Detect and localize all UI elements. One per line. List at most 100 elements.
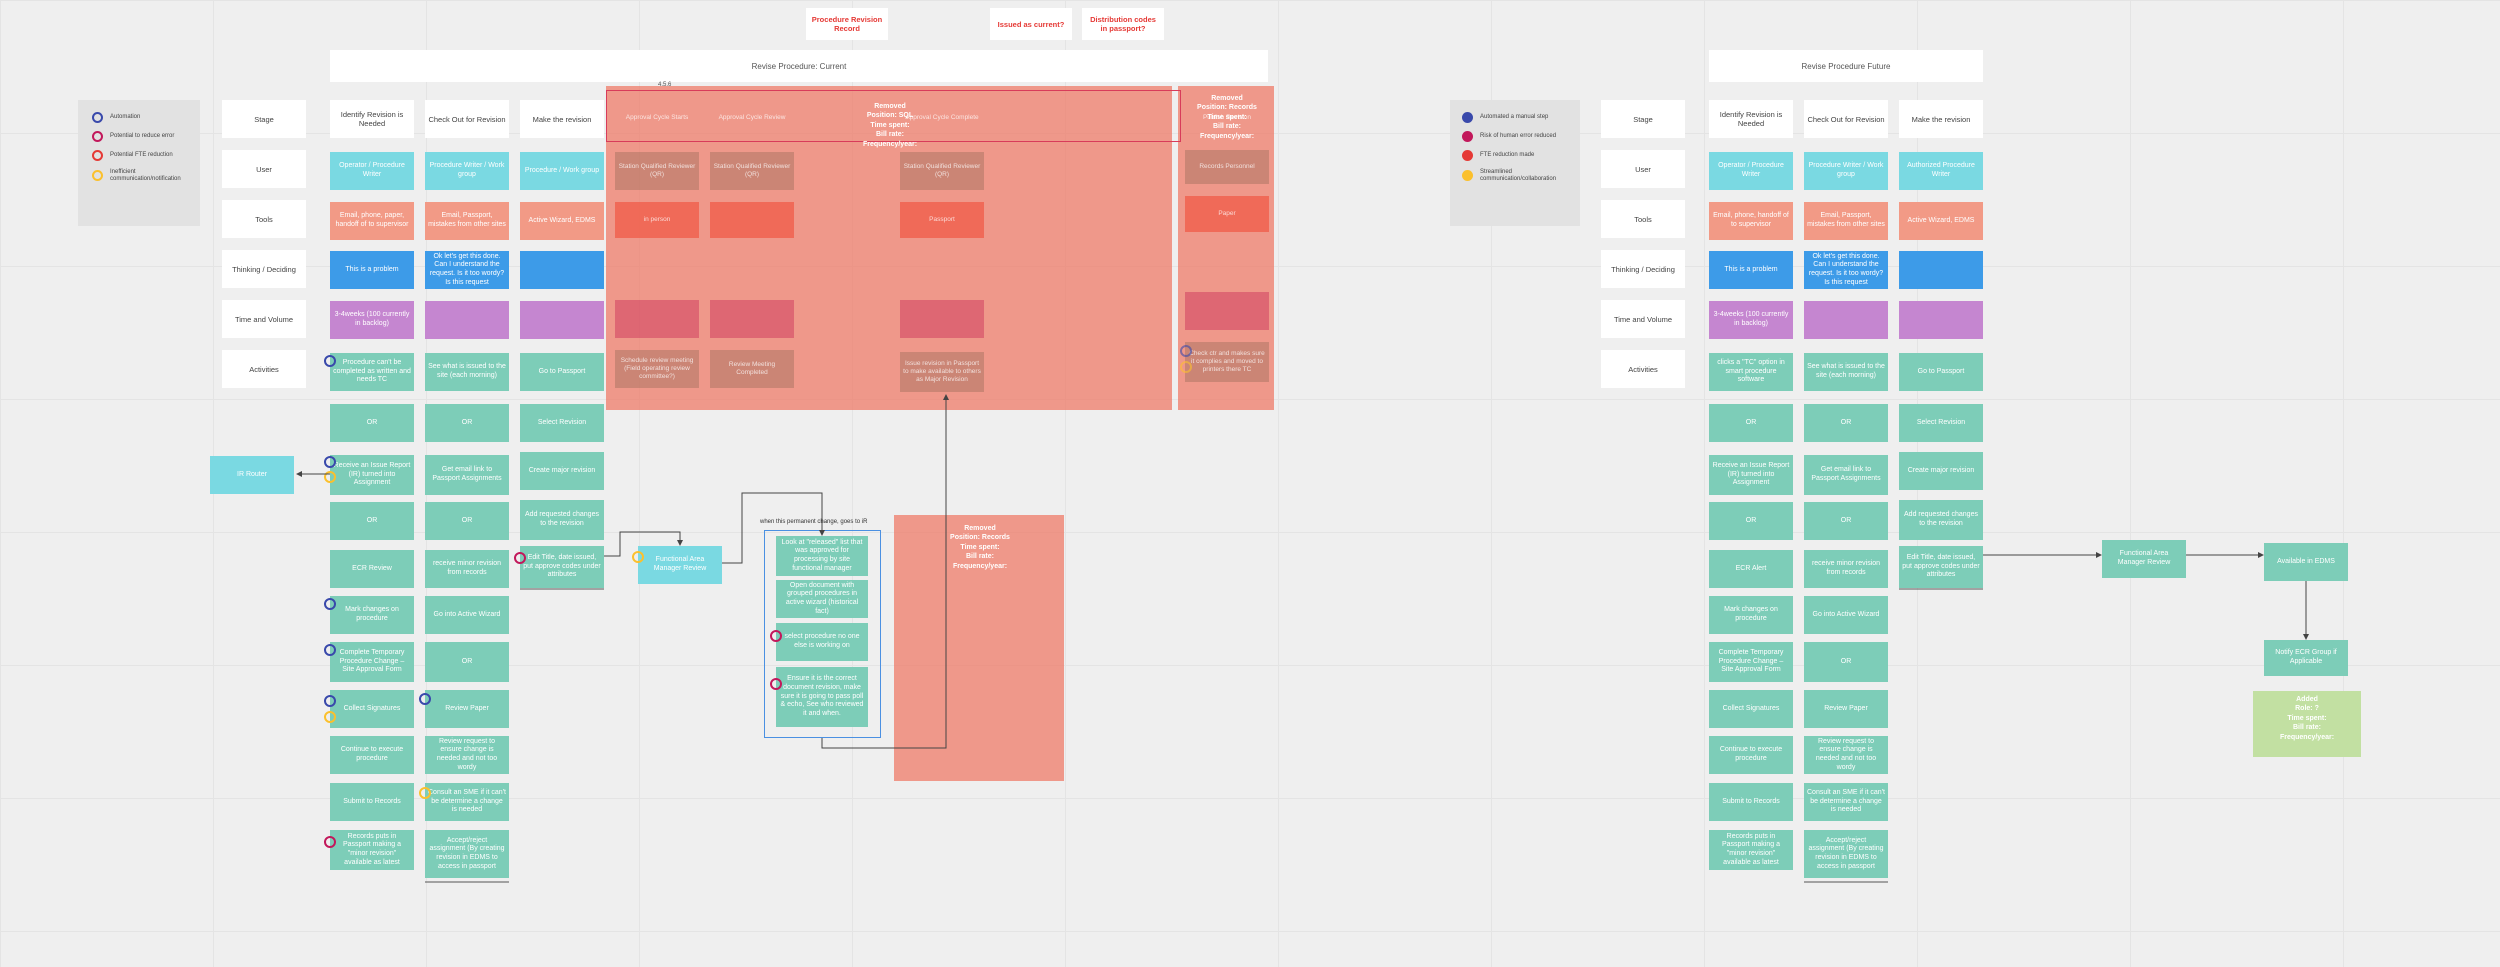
activity-card[interactable]: Consult an SME if it can't be determine … [1804, 783, 1888, 821]
removed-overlay-records[interactable] [894, 515, 1064, 781]
activity-card[interactable]: Add requested changes to the revision [520, 500, 604, 540]
activity-card[interactable]: Accept/reject assignment (By creating re… [425, 830, 509, 878]
row-header-activities: Activities [1601, 350, 1685, 388]
activity-card[interactable]: Get email link to Passport Assignments [425, 455, 509, 495]
notify-ecr-group[interactable]: Notify ECR Group if Applicable [2264, 640, 2348, 676]
activity-card[interactable]: receive minor revision from records [425, 550, 509, 588]
time-weeks[interactable]: 3-4weeks (100 currently in backlog) [330, 301, 414, 339]
removed-overlay-publish[interactable] [1178, 86, 1274, 410]
activity-card[interactable]: Receive an Issue Report (IR) turned into… [1709, 455, 1793, 495]
activity-card[interactable]: Open document with grouped procedures in… [776, 580, 868, 618]
user-operator[interactable]: Operator / Procedure Writer [330, 152, 414, 190]
activity-card[interactable]: Review request to ensure change is neede… [425, 736, 509, 774]
activity-card[interactable]: Go into Active Wizard [1804, 596, 1888, 634]
activity-card[interactable]: Get email link to Passport Assignments [1804, 455, 1888, 495]
thinking-problem[interactable]: This is a problem [1709, 251, 1793, 289]
activity-card[interactable]: Continue to execute procedure [1709, 736, 1793, 774]
activity-card[interactable]: receive minor revision from records [1804, 550, 1888, 588]
activity-card[interactable]: OR [425, 502, 509, 540]
activity-card[interactable]: ECR Alert [1709, 550, 1793, 588]
activity-card[interactable]: Accept/reject assignment (By creating re… [1804, 830, 1888, 878]
activity-card[interactable]: Submit to Records [330, 783, 414, 821]
ir-router[interactable]: IR Router [210, 456, 294, 494]
time-empty-1[interactable] [1804, 301, 1888, 339]
activity-card[interactable]: Edit Title, date issued, put approve cod… [1899, 546, 1983, 588]
activity-card[interactable]: OR [1709, 404, 1793, 442]
activity-card[interactable]: Continue to execute procedure [330, 736, 414, 774]
activity-card[interactable]: OR [1709, 502, 1793, 540]
activity-card[interactable]: Complete Temporary Procedure Change – Si… [330, 642, 414, 682]
activity-card[interactable]: Look at "released" list that was approve… [776, 536, 868, 576]
user-authorized[interactable]: Authorized Procedure Writer [1899, 152, 1983, 190]
note-distribution-codes[interactable]: Distribution codes in passport? [1082, 8, 1164, 40]
automation-ring-icon [324, 644, 336, 656]
note-procedure-revision-record[interactable]: Procedure Revision Record [806, 8, 888, 40]
time-empty-2[interactable] [520, 301, 604, 339]
time-empty-2[interactable] [1899, 301, 1983, 339]
yellow-ring-icon [92, 170, 103, 182]
time-empty-1[interactable] [425, 301, 509, 339]
time-weeks[interactable]: 3-4weeks (100 currently in backlog) [1709, 301, 1793, 339]
activity-card[interactable]: Records puts in Passport making a "minor… [1709, 830, 1793, 870]
note-issued-as-current[interactable]: Issued as current? [990, 8, 1072, 40]
tools-email-phone[interactable]: Email, phone, paper, handoff of to super… [330, 202, 414, 240]
activity-card[interactable]: OR [425, 642, 509, 682]
activity-card[interactable]: Submit to Records [1709, 783, 1793, 821]
activity-card[interactable]: Select Revision [1899, 404, 1983, 442]
user-operator[interactable]: Operator / Procedure Writer [1709, 152, 1793, 190]
user-writer[interactable]: Procedure Writer / Work group [425, 152, 509, 190]
tools-active-wizard[interactable]: Active Wizard, EDMS [520, 202, 604, 240]
legend-label: Streamlined communication/collaboration [1480, 169, 1557, 182]
activity-card[interactable]: See what is issued to the site (each mor… [1804, 353, 1888, 391]
activity-card[interactable]: Collect Signatures [330, 690, 414, 728]
activity-card[interactable]: OR [1804, 404, 1888, 442]
tools-email-phone[interactable]: Email, phone, handoff of to supervisor [1709, 202, 1793, 240]
added-role-card[interactable]: Added Role: ? Time spent: Bill rate: Fre… [2253, 691, 2361, 757]
activity-card[interactable]: Edit Title, date issued, put approve cod… [520, 546, 604, 588]
activity-card[interactable]: Receive an Issue Report (IR) turned into… [330, 455, 414, 495]
activity-card[interactable]: Complete Temporary Procedure Change – Si… [1709, 642, 1793, 682]
activity-card[interactable]: OR [330, 502, 414, 540]
added-line: Time spent: [2287, 714, 2327, 722]
functional-area-review[interactable]: Functional Area Manager Review [2102, 540, 2186, 578]
activity-card[interactable]: clicks a "TC" option in smart procedure … [1709, 353, 1793, 391]
thinking-empty[interactable] [1899, 251, 1983, 289]
activity-card[interactable]: Records puts in Passport making a "minor… [330, 830, 414, 870]
activity-card[interactable]: Go to Passport [520, 353, 604, 391]
activity-card[interactable]: Mark changes on procedure [1709, 596, 1793, 634]
removed-line: Bill rate: [875, 131, 904, 139]
thinking-get-done[interactable]: Ok let's get this done. Can I understand… [425, 251, 509, 289]
tools-email-passport[interactable]: Email, Passport, mistakes from other sit… [1804, 202, 1888, 240]
tools-active-wizard[interactable]: Active Wizard, EDMS [1899, 202, 1983, 240]
activity-card[interactable]: Add requested changes to the revision [1899, 500, 1983, 540]
activity-card[interactable]: Consult an SME if it can't be determine … [425, 783, 509, 821]
thinking-get-done[interactable]: Ok let's get this done. Can I understand… [1804, 251, 1888, 289]
activity-card[interactable]: Review request to ensure change is neede… [1804, 736, 1888, 774]
activity-card[interactable]: Create major revision [1899, 452, 1983, 490]
activity-card[interactable]: ECR Review [330, 550, 414, 588]
activity-card[interactable]: Collect Signatures [1709, 690, 1793, 728]
activity-card[interactable]: Review Paper [425, 690, 509, 728]
activity-card[interactable]: select procedure no one else is working … [776, 623, 868, 661]
user-workgroup[interactable]: Procedure / Work group [520, 152, 604, 190]
tools-email-passport[interactable]: Email, Passport, mistakes from other sit… [425, 202, 509, 240]
user-writer[interactable]: Procedure Writer / Work group [1804, 152, 1888, 190]
activity-card[interactable]: See what is issued to the site (each mor… [425, 353, 509, 391]
available-in-edms[interactable]: Available in EDMS [2264, 543, 2348, 581]
activity-card[interactable]: Ensure it is the correct document revisi… [776, 667, 868, 727]
activity-card[interactable]: Create major revision [520, 452, 604, 490]
activity-card[interactable]: Review Paper [1804, 690, 1888, 728]
activity-card[interactable]: Select Revision [520, 404, 604, 442]
removed-overlay-approval[interactable] [606, 86, 1172, 410]
activity-card[interactable]: OR [330, 404, 414, 442]
functional-area-review[interactable]: Functional Area Manager Review [638, 546, 722, 584]
thinking-empty[interactable] [520, 251, 604, 289]
activity-card[interactable]: Procedure can't be completed as written … [330, 353, 414, 391]
thinking-problem[interactable]: This is a problem [330, 251, 414, 289]
activity-card[interactable]: Mark changes on procedure [330, 596, 414, 634]
activity-card[interactable]: OR [425, 404, 509, 442]
activity-card[interactable]: Go into Active Wizard [425, 596, 509, 634]
activity-card[interactable]: Go to Passport [1899, 353, 1983, 391]
activity-card[interactable]: OR [1804, 502, 1888, 540]
activity-card[interactable]: OR [1804, 642, 1888, 682]
